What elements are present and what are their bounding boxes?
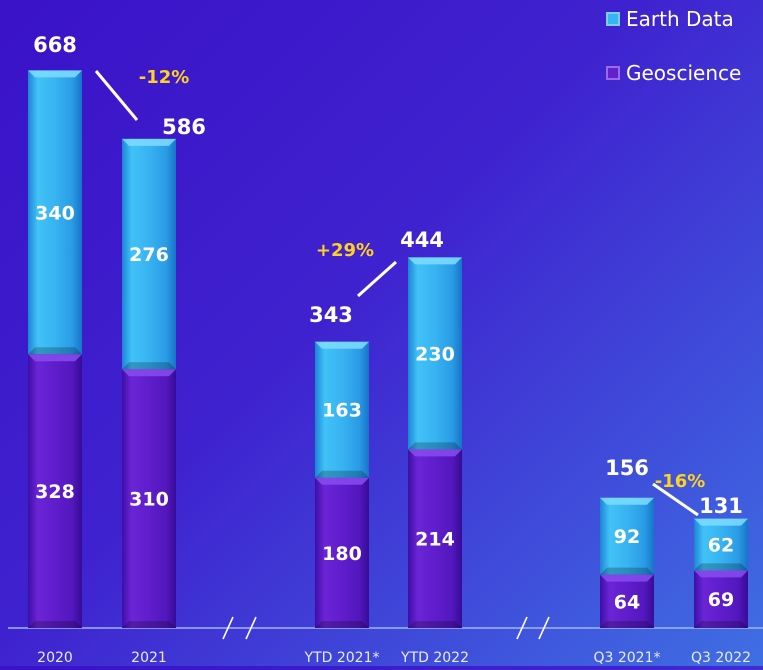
- total-label-q3-2021: 156: [605, 456, 649, 480]
- bar-earth-data-ytd-2021: [315, 341, 369, 478]
- bar-earth-data-q3-2022-bevel-top: [694, 518, 748, 526]
- bar-earth-data-ytd-2022: [408, 257, 462, 450]
- value-label-earth-data-q3-2022: 62: [708, 535, 734, 557]
- total-label-q3-2022: 131: [699, 494, 743, 518]
- bar-geoscience-2020-bevel-top: [28, 354, 82, 362]
- bar-geoscience-q3-2021: [600, 574, 654, 628]
- bar-earth-data-2020-bevel-top: [28, 70, 82, 78]
- total-label-ytd-2021: 343: [309, 303, 353, 327]
- bar-earth-data-2020-bevel-bottom: [28, 347, 82, 355]
- value-label-geoscience-ytd-2021: 180: [322, 543, 362, 565]
- value-label-geoscience-2021: 310: [129, 489, 169, 511]
- bar-earth-data-2021-bevel-top: [122, 138, 176, 146]
- growth-connector: [94, 70, 139, 121]
- x-tick-label-2021: 2021: [131, 650, 167, 666]
- x-tick-label-q3-2021: Q3 2021*: [593, 650, 660, 666]
- axis-break-mark: [538, 616, 550, 640]
- legend-label-earth-data: Earth Data: [626, 7, 734, 31]
- growth-label-q3-2021-to-q3-2022: -16%: [655, 471, 706, 492]
- bar-geoscience-2021: [122, 369, 176, 628]
- bar-geoscience-2020-bevel-bottom: [28, 621, 82, 628]
- bar-earth-data-2021: [122, 138, 176, 370]
- bar-earth-data-2021-bevel-bottom: [122, 362, 176, 370]
- x-tick-label-ytd-2022: YTD 2022: [400, 650, 469, 666]
- bar-geoscience-2021-bevel-bottom: [122, 621, 176, 628]
- legend-swatch-geoscience: [606, 66, 620, 80]
- bar-geoscience-ytd-2022-bevel-bottom: [408, 621, 462, 628]
- axis-break-mark: [245, 616, 257, 640]
- bar-geoscience-q3-2022-bevel-bottom: [694, 621, 748, 628]
- bar-earth-data-q3-2021-bevel-bottom: [600, 567, 654, 575]
- bar-earth-data-ytd-2022-bevel-bottom: [408, 442, 462, 450]
- legend-item-earth-data: Earth Data: [606, 4, 741, 34]
- total-label-ytd-2022: 444: [400, 228, 444, 252]
- bar-geoscience-q3-2022: [694, 570, 748, 628]
- x-tick-label-q3-2022: Q3 2022: [691, 650, 751, 666]
- bar-geoscience-ytd-2022-bevel-top: [408, 449, 462, 457]
- legend-swatch-earth-data: [606, 12, 620, 26]
- x-tick-label-ytd-2021: YTD 2021*: [304, 650, 380, 666]
- bar-earth-data-q3-2022-bevel-bottom: [694, 563, 748, 571]
- legend: Earth Data Geoscience: [606, 4, 741, 112]
- bar-geoscience-ytd-2021-bevel-bottom: [315, 621, 369, 628]
- bar-earth-data-ytd-2021-bevel-top: [315, 341, 369, 349]
- bar-geoscience-ytd-2021-bevel-top: [315, 477, 369, 485]
- value-label-earth-data-ytd-2022: 230: [415, 343, 455, 365]
- total-label-2021: 586: [162, 115, 206, 139]
- value-label-geoscience-2020: 328: [35, 481, 75, 503]
- value-label-earth-data-2021: 276: [129, 244, 169, 266]
- growth-connector: [356, 260, 398, 298]
- value-label-geoscience-q3-2021: 64: [614, 591, 640, 613]
- value-label-geoscience-ytd-2022: 214: [415, 529, 455, 551]
- bar-geoscience-2021-bevel-top: [122, 369, 176, 377]
- legend-item-geoscience: Geoscience: [606, 58, 741, 88]
- value-label-earth-data-ytd-2021: 163: [322, 400, 362, 422]
- bar-earth-data-ytd-2021-bevel-bottom: [315, 470, 369, 478]
- legend-label-geoscience: Geoscience: [626, 61, 742, 85]
- bar-earth-data-2020: [28, 70, 82, 355]
- bar-geoscience-2020: [28, 354, 82, 628]
- axis-break-mark: [516, 616, 528, 640]
- growth-label-2020-to-2021: -12%: [139, 67, 190, 88]
- bar-geoscience-q3-2021-bevel-top: [600, 574, 654, 582]
- bar-geoscience-q3-2022-bevel-top: [694, 570, 748, 578]
- bar-earth-data-ytd-2022-bevel-top: [408, 257, 462, 265]
- bar-geoscience-ytd-2022: [408, 449, 462, 628]
- axis-break-mark: [222, 616, 234, 640]
- growth-connector: [652, 482, 699, 517]
- bar-earth-data-q3-2022: [694, 518, 748, 571]
- bar-earth-data-q3-2021: [600, 497, 654, 575]
- value-label-earth-data-q3-2021: 92: [614, 526, 640, 548]
- bar-geoscience-ytd-2021: [315, 477, 369, 628]
- bar-geoscience-q3-2021-bevel-bottom: [600, 621, 654, 628]
- total-label-2020: 668: [33, 33, 77, 57]
- growth-label-ytd-2021-to-ytd-2022: +29%: [316, 240, 374, 261]
- value-label-geoscience-q3-2022: 69: [708, 589, 734, 611]
- bar-earth-data-q3-2021-bevel-top: [600, 497, 654, 505]
- x-tick-label-2020: 2020: [37, 650, 73, 666]
- value-label-earth-data-2020: 340: [35, 202, 75, 224]
